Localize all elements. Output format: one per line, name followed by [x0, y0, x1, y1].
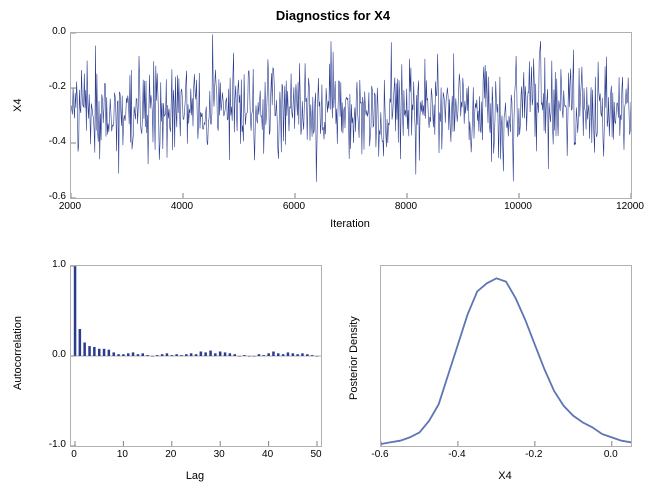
tick-label: 10000 — [493, 201, 543, 212]
acf-bar — [122, 354, 125, 356]
acf-bar — [142, 353, 145, 356]
acf-bar — [253, 356, 256, 357]
acf-bar — [156, 355, 159, 356]
acf-bar — [287, 352, 290, 356]
acf-bar — [79, 329, 82, 356]
acf-bar — [272, 352, 275, 357]
acf-bar — [117, 354, 120, 356]
acf-bar — [292, 353, 295, 356]
diagnostics-page: { "title": { "text": "Diagnostics for X4… — [0, 0, 666, 500]
acf-bar — [229, 353, 232, 356]
acf-bar — [200, 352, 203, 357]
tick-label: 0 — [49, 449, 99, 460]
acf-bar — [171, 355, 174, 356]
density-plot — [380, 265, 632, 447]
tick-label: 0.0 — [26, 26, 66, 37]
tick-label: -0.4 — [26, 136, 66, 147]
acf-bar — [175, 354, 178, 356]
acf-xlabel: Lag — [70, 470, 320, 482]
acf-bar — [103, 349, 106, 356]
acf-bar — [224, 352, 227, 356]
tick-label: 10 — [97, 449, 147, 460]
tick-label: -0.2 — [26, 81, 66, 92]
tick-label: 8000 — [381, 201, 431, 212]
acf-bar — [166, 353, 169, 356]
acf-bar — [204, 352, 207, 356]
tick-label: 6000 — [269, 201, 319, 212]
acf-bar — [74, 266, 77, 356]
tick-label: 0.0 — [26, 349, 66, 360]
acf-bar — [132, 352, 135, 356]
acf-bar — [127, 353, 130, 356]
acf-bar — [88, 346, 91, 356]
acf-bar — [151, 356, 154, 357]
acf-bar — [209, 351, 212, 356]
acf-bar — [185, 354, 188, 356]
tick-label: 2000 — [45, 201, 95, 212]
acf-bar — [195, 354, 198, 356]
acf-plot — [70, 265, 322, 447]
acf-bar — [263, 355, 266, 356]
acf-bar — [234, 354, 237, 356]
acf-bar — [83, 343, 86, 357]
density-xlabel: X4 — [380, 470, 630, 482]
density-curve — [381, 278, 631, 444]
trace-line — [71, 34, 631, 182]
trace-svg — [71, 33, 631, 198]
acf-bar — [146, 355, 149, 356]
trace-ylabel: X4 — [12, 99, 24, 112]
tick-label: 1.0 — [26, 259, 66, 270]
tick-label: 50 — [291, 449, 341, 460]
acf-bar — [311, 355, 314, 356]
acf-ylabel: Autocorrelation — [12, 316, 24, 390]
acf-bar — [282, 354, 285, 356]
acf-bar — [316, 356, 319, 357]
tick-label: 20 — [146, 449, 196, 460]
acf-bar — [238, 356, 241, 357]
acf-bar — [108, 350, 111, 356]
tick-label: 12000 — [605, 201, 655, 212]
density-ylabel: Posterior Density — [348, 316, 360, 400]
tick-label: -0.2 — [509, 449, 559, 460]
acf-bar — [296, 354, 299, 356]
acf-bar — [214, 353, 217, 356]
acf-bar — [161, 354, 164, 356]
trace-plot — [70, 32, 632, 199]
page-title: Diagnostics for X4 — [0, 8, 666, 23]
acf-bar — [113, 352, 116, 356]
acf-bar — [248, 356, 251, 357]
acf-bar — [267, 353, 270, 356]
tick-label: -0.4 — [432, 449, 482, 460]
acf-bar — [180, 355, 183, 356]
tick-label: 0.0 — [586, 449, 636, 460]
acf-bar — [190, 353, 193, 356]
acf-bar — [219, 352, 222, 357]
acf-bar — [137, 354, 140, 356]
acf-bar — [258, 354, 261, 356]
trace-xlabel: Iteration — [70, 218, 630, 230]
tick-label: -0.6 — [355, 449, 405, 460]
acf-bar — [301, 353, 304, 356]
acf-bar — [93, 347, 96, 356]
tick-label: 30 — [194, 449, 244, 460]
acf-bar — [277, 353, 280, 356]
tick-label: 40 — [243, 449, 293, 460]
acf-bar — [306, 354, 309, 356]
tick-label: 4000 — [157, 201, 207, 212]
acf-bar — [243, 355, 246, 356]
acf-bar — [98, 349, 101, 356]
acf-svg — [71, 266, 321, 446]
density-svg — [381, 266, 631, 446]
